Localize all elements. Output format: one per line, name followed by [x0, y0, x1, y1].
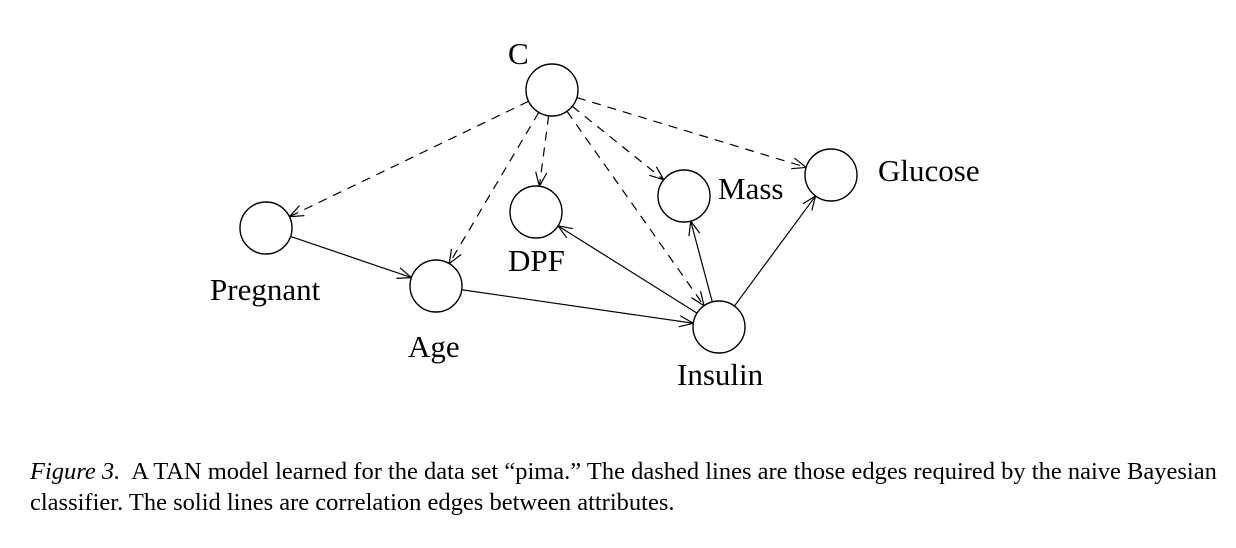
- arrowhead-c-to-insulin: [691, 291, 705, 308]
- label-c: C: [508, 36, 529, 71]
- edge-age-to-insulin: [461, 289, 695, 328]
- edge-insulin-to-dpf: [556, 224, 698, 314]
- label-insulin: Insulin: [677, 357, 764, 392]
- edge-insulin-to-glucose: [733, 194, 817, 307]
- label-dpf: DPF: [508, 243, 565, 278]
- edge-line-c-to-dpf: [538, 115, 550, 187]
- figure-label: Figure 3.: [30, 458, 121, 485]
- node-dpf: [509, 185, 563, 239]
- edge-c-to-glucose: [576, 97, 808, 170]
- label-pregnant: Pregnant: [210, 272, 321, 307]
- labels-layer: C Pregnant Age DPF Mass Glucose Insulin: [210, 36, 980, 392]
- node-mass: [657, 169, 711, 223]
- edge-insulin-to-mass: [688, 219, 713, 303]
- arrowhead-c-to-pregnant: [287, 205, 305, 218]
- edge-line-c-to-glucose: [576, 97, 807, 168]
- edge-line-insulin-to-glucose: [733, 195, 817, 307]
- label-mass: Mass: [718, 171, 783, 206]
- edge-c-to-mass: [571, 105, 665, 181]
- edge-line-pregnant-to-age: [290, 235, 412, 279]
- node-age: [409, 259, 463, 313]
- arrowhead-c-to-dpf: [535, 171, 548, 188]
- edge-c-to-pregnant: [287, 100, 529, 218]
- nodes-layer: [239, 63, 858, 354]
- caption-text: A TAN model learned for the data set “pi…: [30, 458, 1217, 516]
- edges-layer: [287, 97, 817, 328]
- edge-line-insulin-to-mass: [690, 220, 713, 303]
- node-insulin: [692, 300, 746, 354]
- node-glucose: [804, 148, 858, 202]
- edge-line-c-to-age: [448, 112, 540, 264]
- edge-line-c-to-pregnant: [289, 100, 529, 218]
- edge-line-insulin-to-dpf: [557, 225, 698, 314]
- edge-line-age-to-insulin: [461, 289, 694, 324]
- edge-line-c-to-insulin: [566, 110, 705, 307]
- node-c: [525, 63, 579, 117]
- node-pregnant: [239, 201, 293, 255]
- edge-line-c-to-mass: [571, 105, 665, 181]
- label-glucose: Glucose: [878, 153, 980, 188]
- figure-caption: Figure 3. A TAN model learned for the da…: [30, 456, 1220, 518]
- edge-c-to-dpf: [535, 115, 550, 188]
- label-age: Age: [408, 329, 460, 364]
- arrowhead-c-to-age: [448, 248, 462, 266]
